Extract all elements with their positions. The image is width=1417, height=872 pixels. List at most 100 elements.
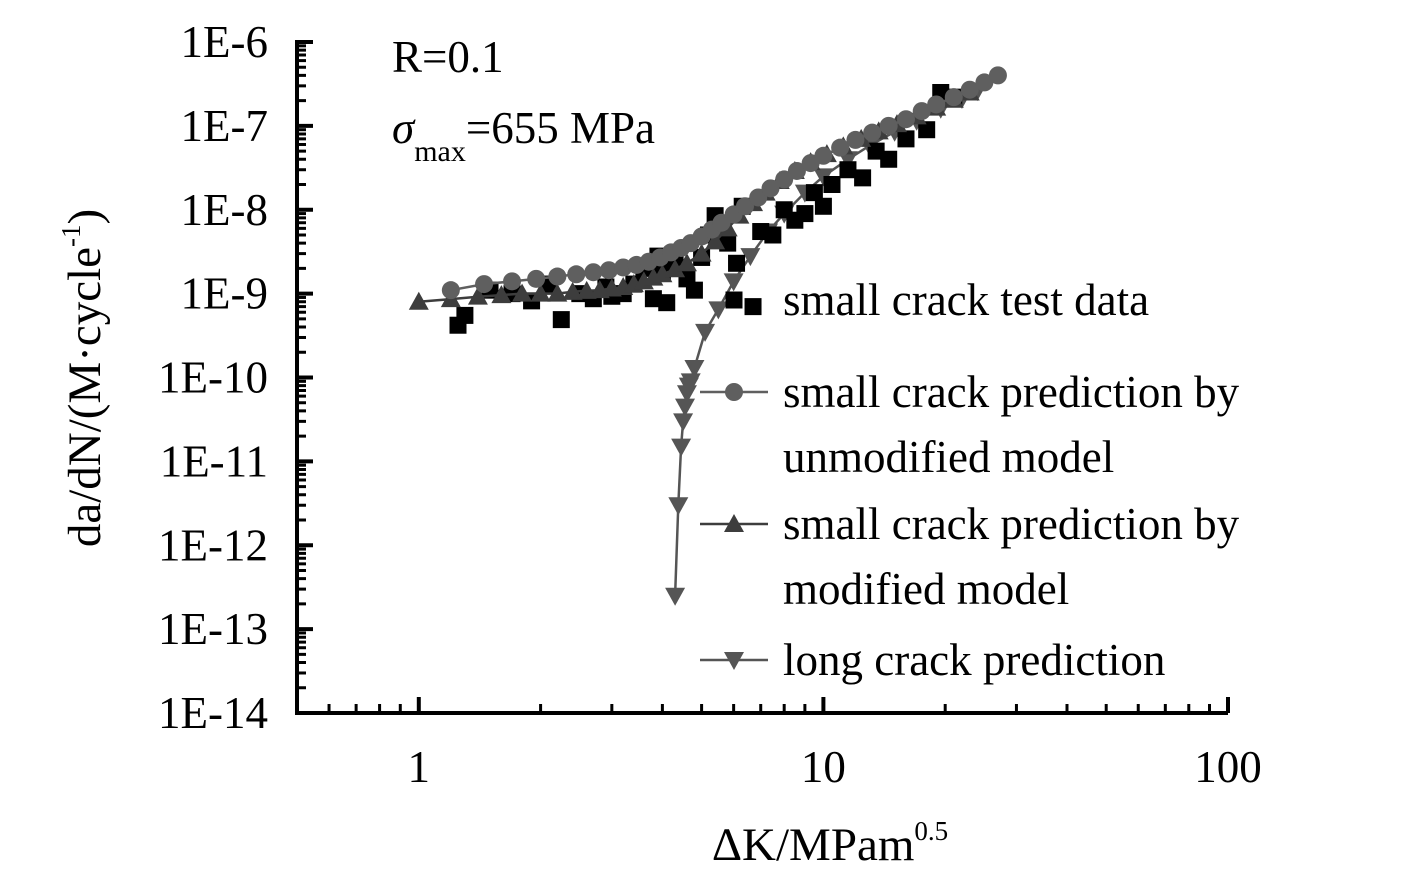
axes: 1E-6 1E-7 1E-8 1E-9 1E-10 1E-11 1E-12 1E-13 1E-1… [158,17,1262,792]
data-point [708,301,729,320]
data-point [652,264,673,283]
data-point [927,95,946,114]
data-point [673,413,694,432]
data-point [547,283,568,302]
sigma-max-annotation: σmax=655 MPa [392,103,655,168]
data-point [764,226,782,244]
data-point [691,243,712,262]
legend-marker [725,291,743,309]
x-tick-label: 100 [1194,742,1262,792]
data-point [831,138,850,157]
data-point [775,170,794,189]
data-point [787,161,806,180]
data-point [846,130,865,149]
data-point [740,248,761,267]
data-point [814,146,833,165]
data-point [896,110,915,129]
y-tick-label: 1E-10 [158,353,268,403]
data-point [705,231,726,250]
data-point [749,188,768,207]
legend-item: small crack prediction by modified model [700,499,1240,614]
data-point [676,253,697,272]
x-tick-label: 10 [801,742,846,792]
data-point [530,283,551,302]
data-point [880,150,898,168]
data-point [814,197,832,215]
legend-item: small crack prediction by unmodified mode… [700,367,1240,482]
legend-label: small crack test data [783,275,1149,325]
data-point [456,306,474,324]
data-point [665,587,686,606]
data-point [918,121,936,139]
legend-label: small crack prediction by [783,367,1240,417]
data-point [576,280,597,299]
data-point [644,290,662,308]
data-point [567,265,586,284]
data-point [680,373,701,392]
x-axis-title: ΔK/MPam0.5 [712,816,948,871]
data-point [441,281,460,300]
data-point [695,323,716,342]
y-tick-label: 1E-6 [181,17,268,67]
y-tick-label: 1E-8 [181,185,268,235]
data-point [552,311,570,329]
data-point [728,254,746,272]
legend: small crack test data small crack predict… [700,275,1240,685]
data-point [491,285,512,304]
data-point [503,272,522,291]
data-point [988,66,1007,85]
series-layer [408,66,1007,606]
legend-item: long crack prediction [700,635,1165,685]
data-point [723,273,744,292]
data-point [823,176,841,194]
data-point [668,497,689,516]
data-point [527,269,546,288]
data-point [684,359,705,378]
data-point [744,298,762,316]
data-point [475,275,494,294]
y-tick-label: 1E-9 [181,269,268,319]
legend-label: modified model [783,564,1069,614]
legend-label: unmodified model [783,432,1114,482]
data-point [912,102,931,121]
data-point [408,291,429,310]
data-point [960,80,979,99]
x-tick-label: 1 [408,742,431,792]
y-ticks [297,40,313,715]
legend-item: small crack test data [725,275,1149,325]
data-point [854,169,872,187]
data-point [761,179,780,198]
data-point [548,267,567,286]
data-point [735,197,754,216]
x-tick-labels: 1 10 100 [408,742,1262,792]
data-point [863,123,882,142]
y-tick-label: 1E-13 [158,604,268,654]
data-point [675,398,696,417]
data-point [975,73,994,92]
y-tick-label: 1E-7 [181,101,268,151]
y-tick-labels: 1E-6 1E-7 1E-8 1E-9 1E-10 1E-11 1E-12 1E-13 1E-1… [158,17,268,738]
legend-label: long crack prediction [783,635,1165,685]
data-point [796,205,814,223]
data-point [879,116,898,135]
legend-label: small crack prediction by [783,499,1240,549]
legend-marker [724,652,744,670]
data-point [685,281,703,299]
data-point [658,294,676,312]
y-tick-label: 1E-11 [160,436,268,486]
data-point [839,161,857,179]
data-point [467,286,488,305]
legend-marker [724,514,744,532]
y-axis-title: da/dN/(M·cycle-1) [56,209,111,547]
data-point [671,438,692,457]
data-point [599,261,618,280]
x-ticks [295,697,1230,713]
data-point [944,88,963,107]
data-point [813,168,834,187]
data-point [512,283,533,302]
data-point [897,130,915,148]
y-tick-label: 1E-14 [158,688,268,738]
data-point [584,263,603,282]
legend-marker [725,383,743,401]
